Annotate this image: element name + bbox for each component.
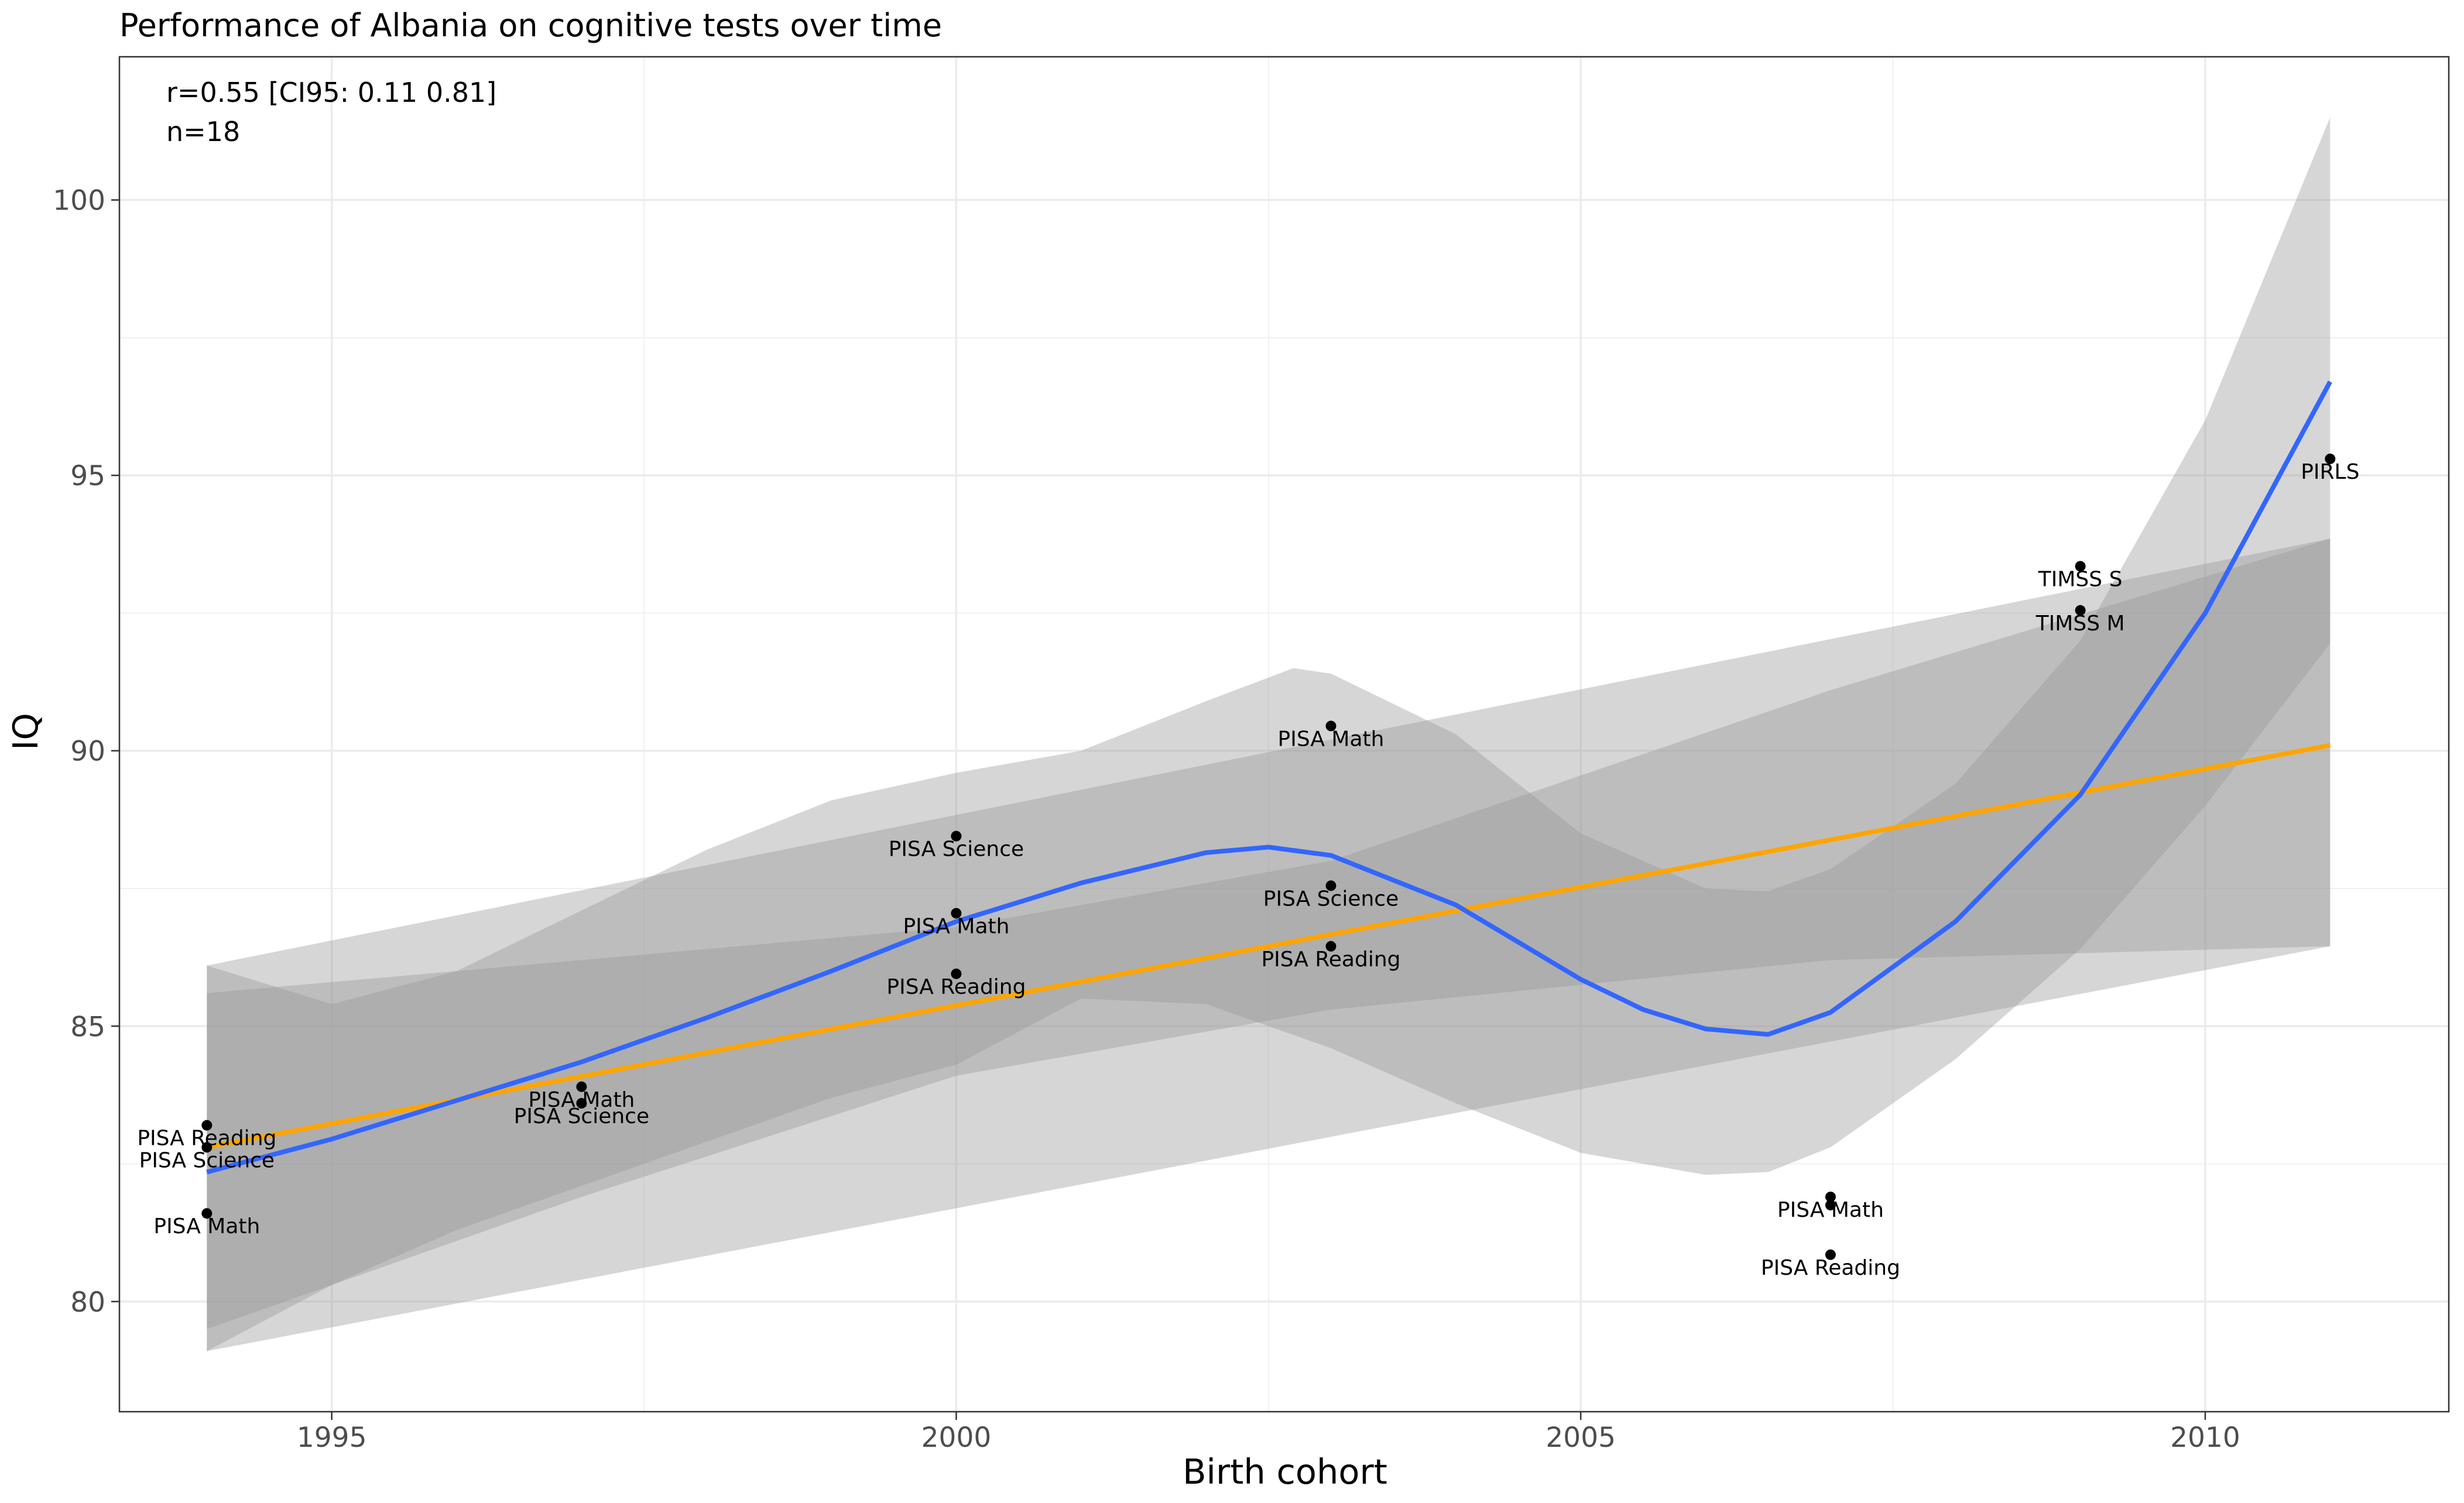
data-point — [1825, 1191, 1836, 1202]
point-label: PISA Reading — [137, 1127, 276, 1151]
axis-ticks: 1995 2000 2005 2010 80 85 90 95 100 — [53, 185, 2240, 1454]
x-tick-label: 1995 — [297, 1422, 367, 1454]
point-label: PISA Science — [139, 1148, 275, 1172]
chart-title: Performance of Albania on cognitive test… — [119, 7, 942, 44]
point-label: PISA Math — [153, 1214, 260, 1238]
point-label: PISA Science — [514, 1104, 649, 1128]
y-tick-label: 90 — [70, 736, 105, 768]
y-axis-title: IQ — [5, 713, 46, 750]
data-point — [576, 1098, 587, 1109]
y-tick-label: 85 — [70, 1011, 105, 1043]
data-point — [951, 908, 962, 919]
point-label: PISA Reading — [1761, 1256, 1900, 1280]
data-point — [2075, 561, 2086, 572]
data-point — [1325, 941, 1336, 952]
data-point — [201, 1208, 213, 1219]
data-point — [1325, 880, 1336, 891]
plot-panel — [119, 57, 2449, 1412]
data-points — [201, 453, 2336, 1260]
loess-confidence-band — [207, 117, 2331, 1351]
sample-size-annotation: n=18 — [166, 116, 240, 147]
x-tick-label: 2005 — [1545, 1422, 1616, 1454]
grid — [119, 57, 2449, 1412]
data-point — [2075, 605, 2086, 616]
data-point — [1825, 1200, 1836, 1211]
x-axis-title: Birth cohort — [1183, 1451, 1387, 1492]
point-label: PISA Math — [528, 1088, 635, 1112]
y-tick-label: 80 — [70, 1286, 105, 1319]
data-point — [951, 968, 962, 979]
y-tick-label: 100 — [53, 185, 105, 217]
x-tick-label: 2000 — [921, 1422, 992, 1454]
fit-lines — [206, 380, 2332, 1175]
point-label: PISA Science — [889, 838, 1024, 862]
loess-fit-line — [206, 380, 2332, 1175]
plot-border — [118, 56, 2450, 1413]
data-point — [951, 831, 962, 842]
x-tick-label: 2010 — [2170, 1422, 2240, 1454]
point-label: PISA Math — [1278, 727, 1384, 751]
point-label: PIRLS — [2301, 460, 2359, 484]
data-point — [1325, 720, 1336, 732]
point-label: PISA Math — [1777, 1198, 1884, 1222]
point-label: TIMSS M — [2035, 612, 2125, 636]
linear-fit-line — [206, 743, 2331, 1150]
y-tick-label: 95 — [70, 460, 105, 492]
point-label: PISA Math — [903, 914, 1009, 938]
point-label: PISA Science — [1263, 887, 1399, 911]
data-point — [1825, 1249, 1836, 1260]
data-point — [201, 1142, 213, 1153]
correlation-annotation: r=0.55 [CI95: 0.11 0.81] — [166, 77, 496, 108]
point-label: PISA Reading — [886, 975, 1026, 999]
data-point — [576, 1081, 587, 1092]
point-label: PISA Reading — [1261, 948, 1400, 972]
point-label: TIMSS S — [2038, 567, 2123, 591]
data-point — [2325, 453, 2336, 464]
linear-fit-confidence-band — [207, 538, 2331, 1329]
data-point — [201, 1120, 213, 1131]
